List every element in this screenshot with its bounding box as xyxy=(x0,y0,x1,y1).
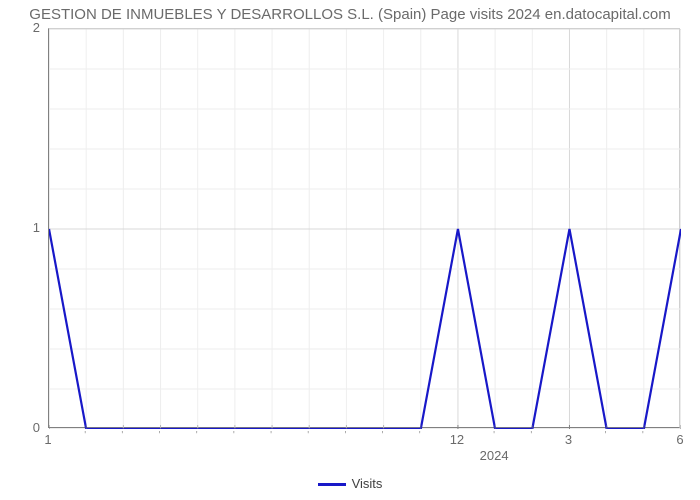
xtick-minor: ' xyxy=(307,430,309,441)
series-line-visits xyxy=(49,229,681,429)
xtick-minor: ' xyxy=(419,430,421,441)
xtick-minor: ' xyxy=(344,430,346,441)
xtick-minor: ' xyxy=(121,430,123,441)
x-year-label: 2024 xyxy=(480,448,509,463)
legend-swatch xyxy=(318,483,346,486)
chart-title: GESTION DE INMUEBLES Y DESARROLLOS S.L. … xyxy=(0,6,700,23)
xtick-label: 12 xyxy=(450,432,464,447)
xtick-label: 1 xyxy=(44,432,51,447)
ytick-label: 1 xyxy=(10,220,40,235)
xtick-minor: ' xyxy=(605,430,607,441)
xtick-minor: ' xyxy=(530,430,532,441)
xtick-minor: ' xyxy=(196,430,198,441)
xtick-label: 6 xyxy=(676,432,683,447)
xtick-minor: ' xyxy=(233,430,235,441)
legend-label: Visits xyxy=(352,476,383,491)
xtick-minor: ' xyxy=(84,430,86,441)
xtick-minor: ' xyxy=(270,430,272,441)
xtick-minor: ' xyxy=(493,430,495,441)
chart-svg xyxy=(49,29,681,429)
ytick-label: 0 xyxy=(10,420,40,435)
chart-container: GESTION DE INMUEBLES Y DESARROLLOS S.L. … xyxy=(0,0,700,500)
xtick-label: 3 xyxy=(565,432,572,447)
xtick-minor: ' xyxy=(382,430,384,441)
plot-area xyxy=(48,28,680,428)
xtick-minor: ' xyxy=(642,430,644,441)
xtick-minor: ' xyxy=(159,430,161,441)
ytick-label: 2 xyxy=(10,20,40,35)
legend: Visits xyxy=(0,476,700,491)
